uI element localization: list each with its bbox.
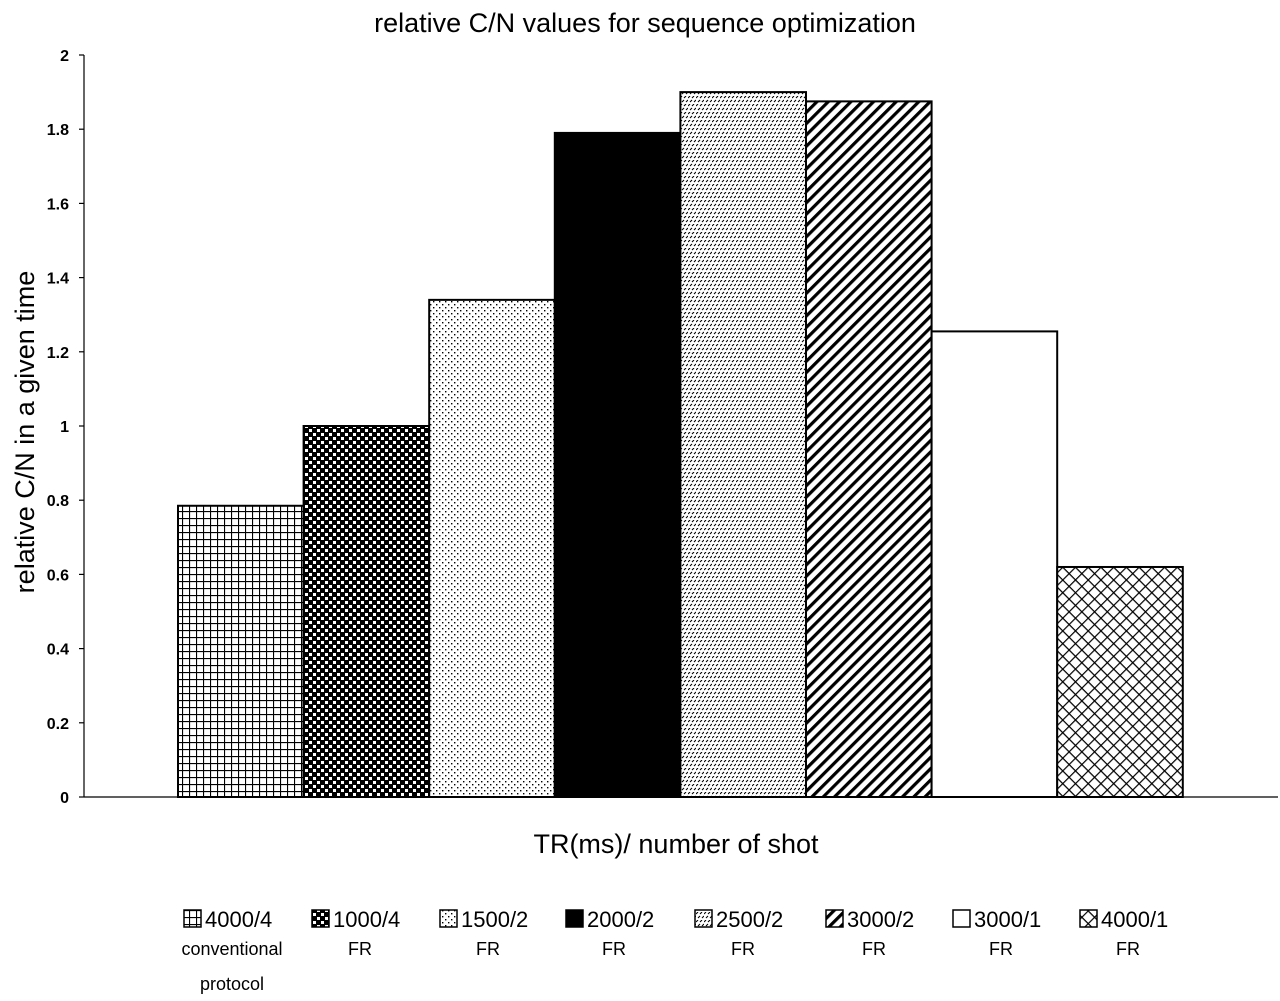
legend-swatch	[1079, 909, 1098, 928]
y-tick-label: 0.4	[47, 642, 69, 659]
y-tick-label: 0.2	[47, 716, 69, 733]
y-tick-label: 1	[60, 419, 69, 436]
legend-item: 3000/2 FR	[825, 907, 914, 959]
legend-swatch	[952, 909, 971, 928]
legend-label: 1000/4	[333, 907, 400, 932]
y-tick-label: 2	[60, 48, 69, 65]
bar-3000-1	[930, 330, 1059, 798]
bar-2000-2	[553, 131, 682, 799]
chart-title: relative C/N values for sequence optimiz…	[374, 8, 916, 38]
bar-1000-4	[302, 425, 431, 798]
legend-item: 1500/2 FR	[439, 907, 528, 959]
y-tick-label: 1.4	[47, 271, 69, 288]
legend-label: 1500/2	[461, 907, 528, 932]
legend-swatch	[183, 909, 202, 928]
legend-sublabel: FR	[731, 939, 755, 959]
legend-sublabel: FR	[348, 939, 372, 959]
legend-label: 2500/2	[716, 907, 783, 932]
legend-sublabel: protocol	[200, 974, 264, 994]
y-tick-label: 1.6	[47, 196, 69, 213]
x-axis-label: TR(ms)/ number of shot	[533, 829, 819, 859]
bar-4000-4	[177, 504, 305, 798]
legend-swatch	[565, 909, 584, 928]
y-tick-label: 1.2	[47, 345, 69, 362]
legend-swatch	[311, 909, 330, 928]
legend-sublabel: FR	[476, 939, 500, 959]
legend-swatch	[694, 909, 713, 928]
bars	[177, 91, 1184, 799]
legend-sublabel: FR	[862, 939, 886, 959]
legend-label: 3000/2	[847, 907, 914, 932]
legend-item: 3000/1 FR	[952, 907, 1041, 959]
legend-item: 4000/1 FR	[1079, 907, 1168, 959]
legend-item: 1000/4 FR	[311, 907, 400, 959]
legend-sublabel: FR	[1116, 939, 1140, 959]
legend-sublabel: conventional	[181, 939, 282, 959]
y-ticks: 0 0.2 0.4 0.6 0.8 1 1.2 1.4 1.6 1.8 2	[47, 48, 84, 807]
bar-1500-2	[428, 298, 556, 798]
legend-item: 2500/2 FR	[694, 907, 783, 959]
legend-label: 4000/1	[1101, 907, 1168, 932]
legend-item: 2000/2 FR	[565, 907, 654, 959]
y-tick-label: 0	[60, 790, 69, 807]
y-tick-label: 0.8	[47, 493, 69, 510]
bar-4000-1	[1056, 565, 1184, 798]
y-tick-label: 1.8	[47, 122, 69, 139]
legend-swatch	[825, 909, 844, 928]
bar-2500-2	[679, 91, 808, 799]
legend-swatch	[439, 909, 458, 928]
legend-label: 3000/1	[974, 907, 1041, 932]
legend-sublabel: FR	[602, 939, 626, 959]
legend-label: 4000/4	[205, 907, 272, 932]
y-tick-label: 0.6	[47, 567, 69, 584]
legend-sublabel: FR	[989, 939, 1013, 959]
legend: 4000/4conventionalprotocol1000/4FR1500/2…	[181, 907, 1168, 994]
legend-label: 2000/2	[587, 907, 654, 932]
y-axis-label: relative C/N in a given time	[10, 271, 40, 594]
bar-3000-2	[805, 100, 933, 798]
legend-item: 4000/4 conventional protocol	[181, 907, 282, 994]
